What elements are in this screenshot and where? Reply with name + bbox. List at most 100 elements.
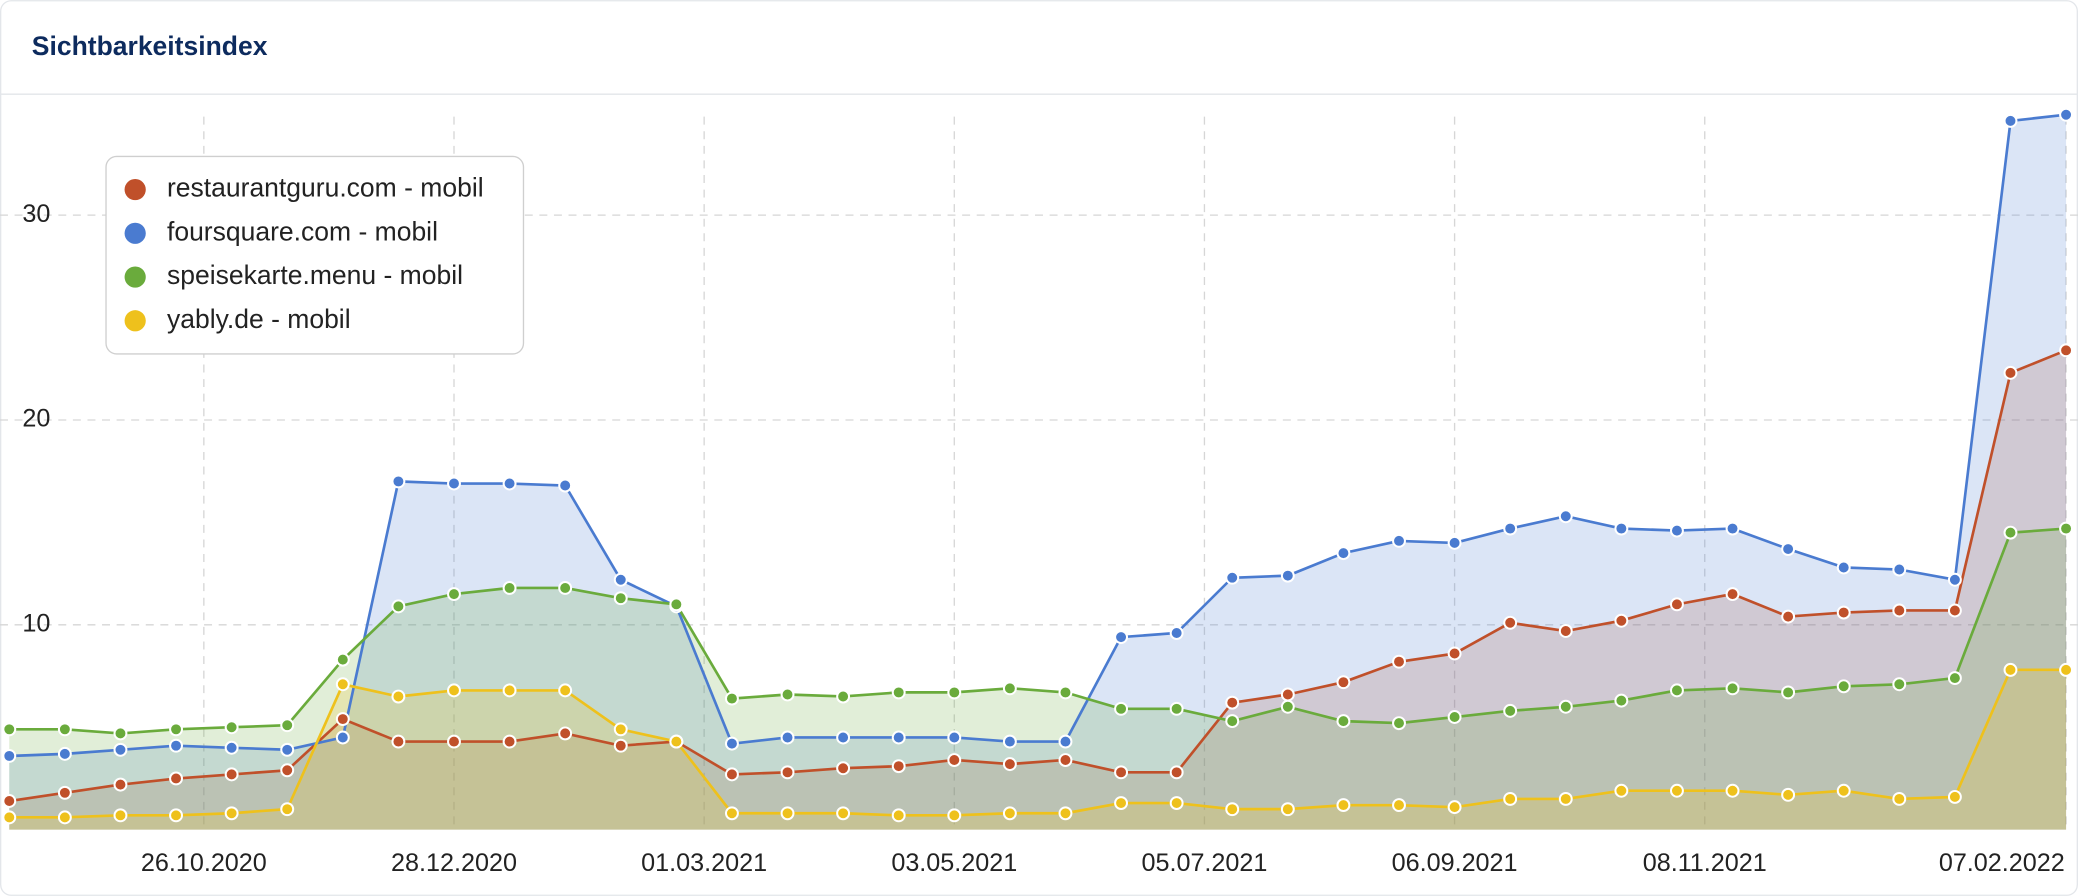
point: [891, 685, 906, 700]
series-area: [9, 528, 2067, 830]
y-tick-label: 10: [22, 609, 50, 637]
x-tick-label: 06.09.2021: [1392, 849, 1518, 877]
point: [947, 753, 962, 767]
point: [2059, 343, 2074, 358]
lines: [9, 113, 2067, 819]
point: [1002, 734, 1017, 749]
point: [169, 722, 184, 737]
point: [1114, 630, 1129, 645]
point: [1614, 613, 1629, 628]
point: [1947, 671, 1962, 686]
point: [1336, 798, 1351, 813]
point: [1781, 542, 1796, 556]
point: [2003, 525, 2018, 540]
markers: [2, 107, 2074, 825]
areas: [9, 114, 2067, 830]
chart-title: Sichtbarkeitsindex: [32, 31, 268, 61]
series-area: [9, 669, 2067, 830]
point: [113, 742, 128, 757]
point: [1781, 685, 1796, 700]
point: [1169, 626, 1184, 640]
point: [502, 683, 517, 698]
point: [1002, 681, 1017, 696]
point: [613, 591, 628, 606]
point: [1503, 521, 1518, 536]
point: [1280, 568, 1295, 583]
point: [2, 722, 17, 737]
point: [224, 720, 239, 735]
point: [391, 599, 406, 614]
point: [1447, 710, 1462, 724]
point: [113, 777, 128, 792]
point: [1336, 546, 1351, 561]
point: [1558, 791, 1573, 806]
y-tick-label: 20: [22, 405, 50, 433]
point: [558, 683, 573, 698]
point: [669, 734, 684, 749]
point: [836, 806, 851, 821]
legend-label: foursquare.com - mobil: [167, 216, 438, 246]
point: [2, 748, 17, 763]
point: [2059, 107, 2074, 122]
series-line: [9, 349, 2067, 803]
legend-marker: [124, 266, 146, 288]
point: [57, 722, 72, 737]
point: [1892, 562, 1907, 577]
point: [1725, 681, 1740, 696]
point: [1447, 646, 1462, 661]
point: [1114, 796, 1129, 811]
point: [2003, 365, 2018, 380]
point: [224, 767, 239, 782]
point: [2, 810, 17, 825]
point: [1280, 687, 1295, 702]
series-line: [9, 668, 2067, 819]
point: [1058, 806, 1073, 821]
point: [224, 806, 239, 821]
point: [2003, 113, 2018, 128]
point: [224, 740, 239, 755]
x-tick-label: 28.12.2020: [391, 849, 517, 877]
x-tick-label: 01.03.2021: [641, 849, 767, 877]
point: [1836, 679, 1851, 694]
point: [724, 767, 739, 782]
legend-label: restaurantguru.com - mobil: [167, 173, 484, 203]
point: [724, 736, 739, 751]
point: [1892, 677, 1907, 692]
x-tick-label: 08.11.2021: [1643, 849, 1767, 877]
point: [280, 802, 295, 817]
point: [1169, 701, 1184, 716]
point: [1225, 802, 1240, 817]
point: [1336, 714, 1351, 729]
point: [502, 580, 517, 595]
point: [836, 730, 851, 745]
legend-marker: [124, 222, 146, 244]
point: [947, 730, 962, 745]
point: [1058, 753, 1073, 767]
point: [891, 808, 906, 823]
point: [1392, 716, 1406, 731]
x-tick-label: 26.10.2020: [141, 849, 267, 877]
point: [2, 794, 17, 808]
point: [836, 761, 851, 776]
point: [1781, 787, 1796, 802]
legend-label: speisekarte.menu - mobil: [167, 260, 463, 290]
point: [447, 683, 461, 698]
point: [57, 810, 72, 825]
point: [1836, 560, 1851, 575]
point: [613, 738, 628, 753]
point: [1392, 798, 1406, 813]
point: [1280, 802, 1295, 817]
point: [1947, 789, 1962, 804]
point: [780, 765, 795, 780]
point: [1947, 603, 1962, 618]
point: [57, 785, 72, 800]
point: [1669, 597, 1684, 612]
point: [780, 806, 795, 821]
legend: restaurantguru.com - mobil foursquare.com…: [105, 155, 525, 355]
point: [2059, 521, 2074, 536]
point: [1114, 701, 1129, 716]
point: [2059, 662, 2074, 677]
point: [169, 738, 184, 753]
point: [447, 587, 461, 602]
